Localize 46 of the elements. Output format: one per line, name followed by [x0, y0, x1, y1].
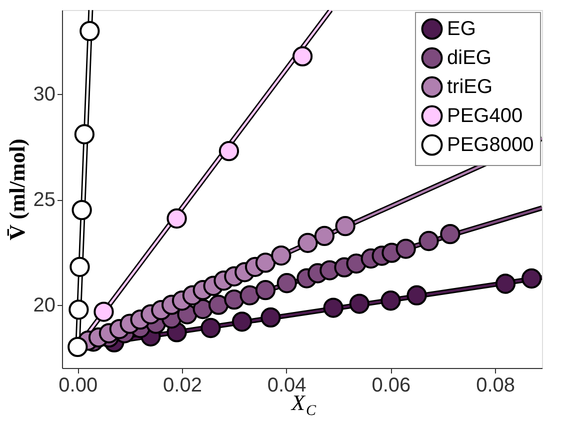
point [255, 252, 276, 273]
point [72, 200, 92, 220]
point [418, 230, 439, 252]
point [74, 124, 95, 144]
point [218, 141, 240, 162]
point [224, 289, 244, 310]
point [521, 268, 542, 289]
point [166, 208, 187, 229]
point [292, 46, 313, 66]
point [380, 290, 401, 311]
point [260, 307, 281, 328]
legend-label: triEG [447, 76, 493, 98]
point [276, 273, 297, 294]
x-tick-label: 0.02 [163, 374, 202, 396]
y-tick-label: 30 [33, 84, 56, 106]
point [68, 300, 89, 320]
x-tick-label: 0.00 [58, 374, 98, 396]
legend-label: PEG400 [447, 105, 523, 127]
point [255, 280, 276, 300]
legend-label: diEG [447, 47, 492, 69]
point [80, 20, 100, 42]
point [440, 224, 460, 244]
point [271, 245, 292, 266]
point [208, 294, 229, 315]
point [349, 294, 370, 314]
point [240, 285, 260, 306]
point [298, 232, 318, 253]
point [335, 216, 356, 236]
point [232, 312, 252, 332]
y-tick-label: 20 [33, 294, 56, 316]
point [200, 318, 221, 338]
y-tick-label: 25 [33, 189, 56, 212]
legend-label: PEG8000 [447, 134, 534, 156]
x-tick-label: 0.08 [476, 374, 516, 396]
point [406, 285, 427, 306]
point [68, 336, 88, 358]
x-tick-label: 0.06 [372, 374, 411, 396]
point [323, 298, 344, 318]
point [495, 274, 516, 294]
point [94, 302, 114, 322]
y-axis-title: V̄ (ml/mol) [4, 138, 30, 240]
point [70, 256, 90, 277]
x-tick-label: 0.04 [267, 374, 306, 396]
legend-label: EG [447, 18, 476, 40]
point [396, 238, 416, 259]
point [314, 226, 335, 246]
